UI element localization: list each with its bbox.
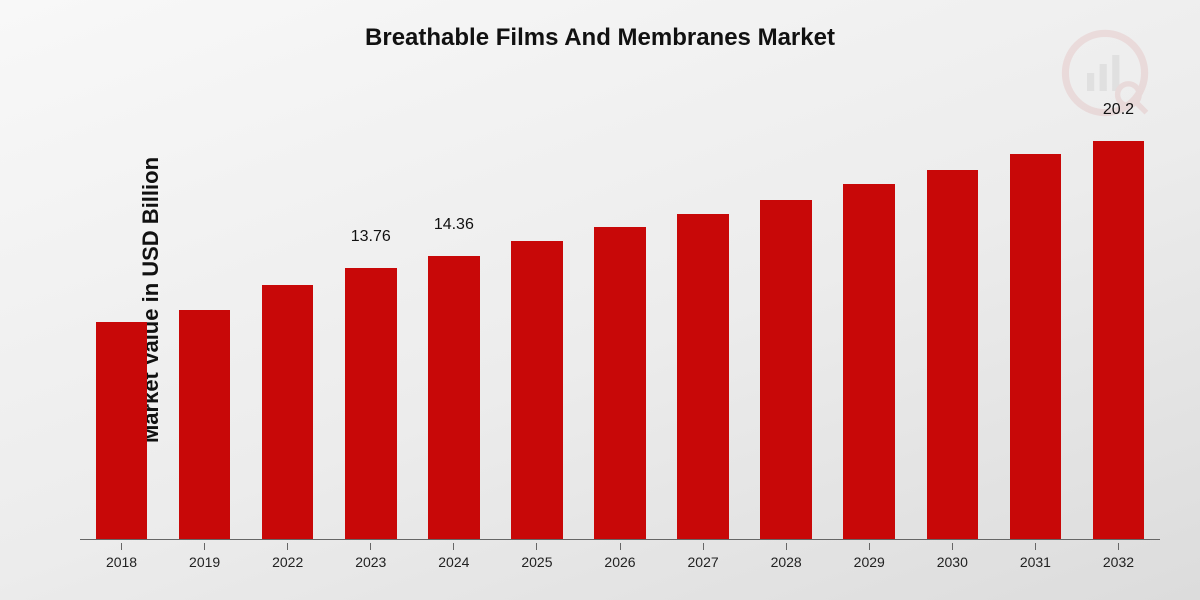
bar-slot [246,105,329,539]
x-axis: 2018 2019 2022 2023 2024 2025 2026 2027 2028 2029… [80,543,1160,570]
tick-mark [620,543,621,550]
bar-slot [994,105,1077,539]
x-tick-label: 2024 [438,554,469,570]
bar [511,241,563,539]
tick-mark [121,543,122,550]
bar-slot: 13.76 [329,105,412,539]
bar-slot [80,105,163,539]
bar [1010,154,1062,539]
x-tick-label: 2029 [854,554,885,570]
x-tick-label: 2022 [272,554,303,570]
bar [345,268,397,539]
x-tick: 2019 [163,543,246,570]
bar-value-label: 13.76 [351,228,391,246]
bar-slot [911,105,994,539]
x-tick-label: 2031 [1020,554,1051,570]
x-tick: 2029 [828,543,911,570]
x-tick: 2027 [662,543,745,570]
tick-mark [952,543,953,550]
bar [1093,141,1145,539]
x-tick-label: 2023 [355,554,386,570]
tick-mark [869,543,870,550]
x-tick: 2025 [495,543,578,570]
bar-value-label: 14.36 [434,216,474,234]
tick-mark [453,543,454,550]
x-tick: 2018 [80,543,163,570]
bar-value-label: 20.2 [1103,101,1134,119]
tick-mark [703,543,704,550]
bar [179,310,231,539]
bar-slot: 14.36 [412,105,495,539]
tick-mark [1118,543,1119,550]
x-tick: 2032 [1077,543,1160,570]
x-tick: 2024 [412,543,495,570]
bar [843,184,895,539]
bar [262,285,314,539]
x-tick: 2022 [246,543,329,570]
tick-mark [786,543,787,550]
chart-title: Breathable Films And Membranes Market [0,24,1200,52]
tick-mark [204,543,205,550]
x-tick-label: 2026 [604,554,635,570]
bar-slot [828,105,911,539]
x-tick-label: 2018 [106,554,137,570]
tick-mark [370,543,371,550]
bar [96,322,148,539]
tick-mark [287,543,288,550]
x-tick-label: 2025 [521,554,552,570]
x-tick: 2028 [745,543,828,570]
x-tick: 2030 [911,543,994,570]
x-tick: 2023 [329,543,412,570]
bars-container: 13.76 14.36 20.2 [80,105,1160,539]
tick-mark [536,543,537,550]
x-tick-label: 2027 [688,554,719,570]
bar-slot [578,105,661,539]
bar [927,170,979,539]
x-tick-label: 2030 [937,554,968,570]
bar [760,200,812,539]
bar-slot [745,105,828,539]
x-tick-label: 2019 [189,554,220,570]
bar [428,256,480,539]
bar-slot [163,105,246,539]
bar-slot [495,105,578,539]
bar-slot: 20.2 [1077,105,1160,539]
bar [677,214,729,540]
x-tick-label: 2028 [771,554,802,570]
bar-slot [662,105,745,539]
bar [594,227,646,539]
x-tick: 2031 [994,543,1077,570]
x-tick: 2026 [578,543,661,570]
x-tick-label: 2032 [1103,554,1134,570]
plot-area: 13.76 14.36 20.2 [80,105,1160,540]
tick-mark [1035,543,1036,550]
